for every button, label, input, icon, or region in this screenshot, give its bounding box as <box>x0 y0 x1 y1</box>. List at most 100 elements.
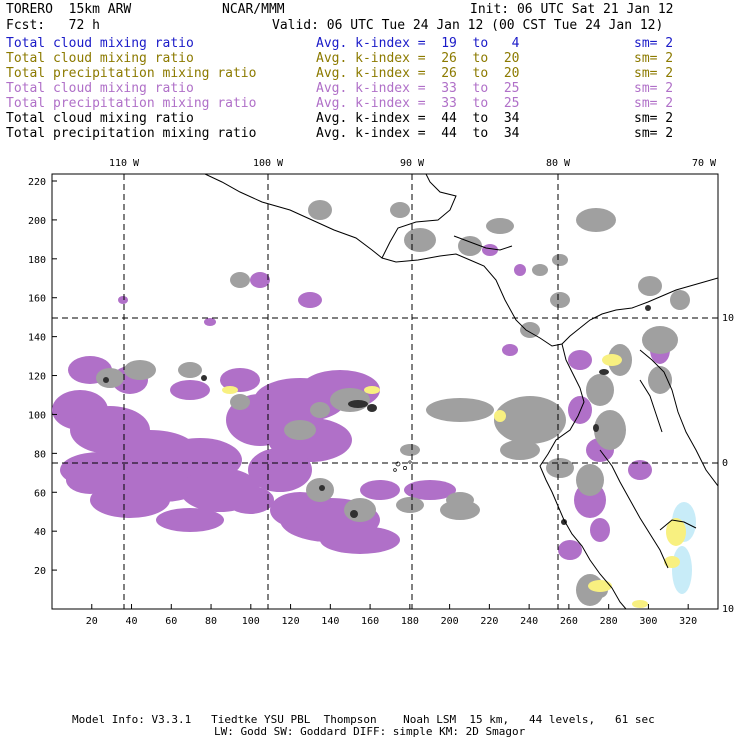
dark-cell-5 <box>593 424 599 432</box>
y-tick-5: 120 <box>28 372 46 383</box>
x-tick-9: 200 <box>441 616 459 627</box>
legend-sm-5: sm= 2 <box>634 111 674 126</box>
purple-cell-25 <box>250 272 270 288</box>
purple-cell-20 <box>404 480 456 500</box>
grey-cell-20 <box>576 208 616 232</box>
x-tick-2: 60 <box>165 616 177 627</box>
model-title: TORERO 15km ARW <box>6 2 132 17</box>
purple-cell-38 <box>502 344 518 356</box>
x-tick-3: 80 <box>205 616 217 627</box>
purple-cell-34 <box>628 460 652 480</box>
x-tick-8: 180 <box>401 616 419 627</box>
dark-cell-3 <box>367 404 377 412</box>
grey-cell-4 <box>284 420 316 440</box>
yellow-cell-7 <box>632 600 648 608</box>
grey-cell-19 <box>642 326 678 354</box>
lon-label-3: 80 W <box>546 158 571 169</box>
x-tick-0: 20 <box>86 616 98 627</box>
purple-cell-16 <box>320 526 400 554</box>
lon-label-4: 70 W <box>692 158 717 169</box>
x-tick-11: 240 <box>520 616 538 627</box>
legend-avg-2: Avg. k-index = 26 to 20 <box>316 66 520 81</box>
purple-cell-28 <box>514 264 526 276</box>
grey-cell-2 <box>178 362 202 378</box>
dark-cell-7 <box>350 510 358 518</box>
grey-cell-6 <box>330 388 370 412</box>
purple-cell-39 <box>204 318 216 326</box>
purple-cell-36 <box>590 518 610 542</box>
coastlines <box>204 174 718 609</box>
lon-label-0: 110 W <box>109 158 140 169</box>
x-tick-15: 320 <box>679 616 697 627</box>
forecast-hour: Fcst: 72 h <box>6 18 100 33</box>
y-tick-9: 40 <box>34 527 46 538</box>
legend-name-5: Total cloud mixing ratio <box>6 111 194 126</box>
purple-cell-37 <box>118 296 128 304</box>
y-tick-3: 160 <box>28 294 46 305</box>
legend-name-3: Total cloud mixing ratio <box>6 81 194 96</box>
precip-yellow-field <box>222 354 686 608</box>
grey-cell-8 <box>344 498 376 522</box>
lat-label-1: 0 <box>722 458 728 469</box>
dark-cell-2 <box>348 400 368 408</box>
yellow-cell-1 <box>364 386 380 394</box>
legend-avg-3: Avg. k-index = 33 to 25 <box>316 81 520 96</box>
y-tick-2: 180 <box>28 255 46 266</box>
model-info-line1: Model Info: V3.3.1 Tiedtke YSU PBL Thomp… <box>72 713 655 726</box>
valid-time: Valid: 06 UTC Tue 24 Jan 12 (00 CST Tue … <box>272 18 664 33</box>
lat-label-0: 10 N <box>722 313 740 324</box>
islands <box>393 460 412 472</box>
purple-cell-14 <box>248 448 312 492</box>
grey-cell-25 <box>390 202 410 218</box>
legend-avg-0: Avg. k-index = 19 to 4 <box>316 36 520 51</box>
purple-cell-21 <box>360 480 400 500</box>
grey-cell-1 <box>124 360 156 380</box>
grey-cell-36 <box>546 458 574 478</box>
model-info-line2: LW: Godd SW: Goddard DIFF: simple KM: 2D… <box>214 725 526 738</box>
legend-avg-6: Avg. k-index = 44 to 34 <box>316 126 520 141</box>
grey-cell-30 <box>446 492 474 508</box>
purple-cell-19 <box>156 508 224 532</box>
grey-cell-26 <box>552 254 568 266</box>
purple-cell-8 <box>90 482 170 518</box>
grey-cell-16 <box>576 464 604 496</box>
grey-cell-22 <box>404 228 436 252</box>
legend-sm-4: sm= 2 <box>634 96 674 111</box>
y-tick-7: 80 <box>34 449 46 460</box>
purple-cell-9 <box>66 466 114 494</box>
legend-name-2: Total precipitation mixing ratio <box>6 66 257 81</box>
legend-avg-4: Avg. k-index = 33 to 25 <box>316 96 520 111</box>
yellow-cell-4 <box>588 580 612 592</box>
grey-cell-29 <box>400 444 420 456</box>
dark-cell-8 <box>319 485 325 491</box>
yellow-cell-5 <box>666 518 686 546</box>
legend-sm-3: sm= 2 <box>634 81 674 96</box>
y-tick-10: 20 <box>34 566 46 577</box>
grey-cell-27 <box>520 322 540 338</box>
grey-cell-32 <box>550 292 570 308</box>
center-label: NCAR/MMM <box>222 2 285 17</box>
grey-cell-35 <box>532 264 548 276</box>
y-tick-1: 200 <box>28 216 46 227</box>
yellow-cell-0 <box>222 386 238 394</box>
lat-lon-grid <box>52 174 718 609</box>
legend-sm-1: sm= 2 <box>634 51 674 66</box>
legend-name-6: Total precipitation mixing ratio <box>6 126 257 141</box>
dark-cell-4 <box>599 369 609 375</box>
purple-cell-26 <box>298 292 322 308</box>
grey-cell-21 <box>486 218 514 234</box>
cloud-dark-core <box>103 305 651 525</box>
weather-map: 110 W 100 W 90 W 80 W 70 W 10 N 0 10 S <box>28 158 740 627</box>
purple-cell-18 <box>226 486 274 514</box>
purple-cell-29 <box>568 350 592 370</box>
x-tick-1: 40 <box>125 616 137 627</box>
grey-cell-5 <box>310 402 330 418</box>
legend-sm-2: sm= 2 <box>634 66 674 81</box>
x-tick-13: 280 <box>600 616 618 627</box>
purple-cell-33 <box>558 540 582 560</box>
x-tick-14: 300 <box>639 616 657 627</box>
grey-cell-0 <box>96 368 124 388</box>
grey-cell-34 <box>670 290 690 310</box>
lon-label-2: 90 W <box>400 158 425 169</box>
grey-cell-33 <box>638 276 662 296</box>
